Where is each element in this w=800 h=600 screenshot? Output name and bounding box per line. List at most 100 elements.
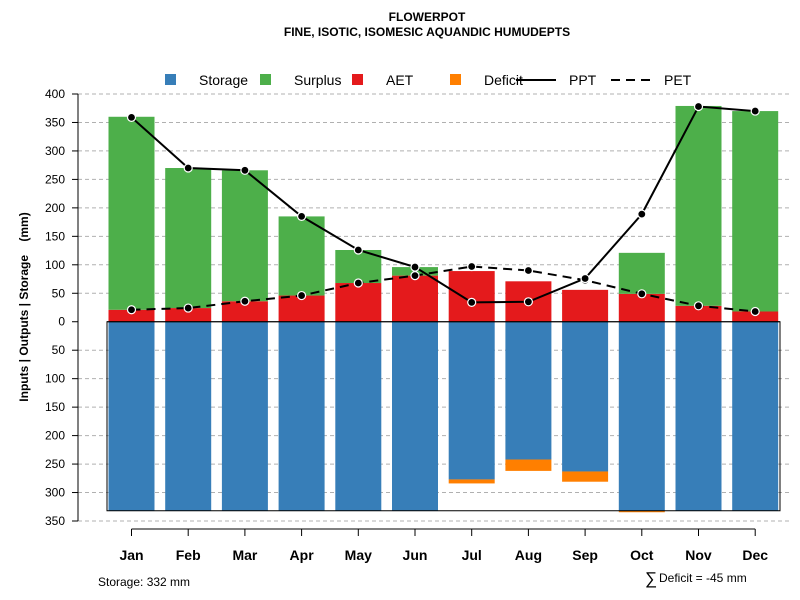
ppt-point-apr (297, 211, 307, 222)
y-tick-label: 100 (45, 372, 65, 386)
legend-swatch-storage (165, 74, 176, 85)
storage-bar-oct (618, 321, 665, 511)
pet-point-feb (183, 303, 193, 313)
ppt-point-jun (410, 262, 420, 272)
legend-label-storage: Storage (199, 72, 248, 88)
ppt-point-nov (693, 101, 704, 112)
pet-point-apr (297, 290, 307, 301)
surplus-bar-oct (618, 252, 665, 294)
surplus-bar-apr (278, 216, 325, 296)
pet-point-jan (126, 305, 137, 315)
y-tick-label: 300 (45, 486, 65, 500)
deficit-bar-oct (618, 510, 665, 513)
storage-bar-feb (165, 321, 212, 511)
storage-bar-mar (221, 321, 268, 511)
y-tick-label: 50 (52, 286, 66, 300)
y-tick-label: 100 (45, 258, 65, 272)
ppt-point-feb (183, 163, 193, 173)
storage-bar-jul (448, 321, 495, 480)
bars (106, 105, 781, 513)
ppt-point-jan (126, 112, 137, 122)
ppt-point-dec (750, 106, 760, 116)
surplus-bar-nov (675, 105, 722, 306)
aet-bar-dec (732, 311, 779, 322)
legend-label-aet: AET (386, 72, 414, 88)
x-tick-label: Aug (515, 547, 542, 563)
aet-bar-sep (562, 289, 609, 322)
legend: Storage Surplus AET Deficit PPT PET (165, 72, 692, 88)
ppt-point-mar (240, 165, 250, 175)
storage-bar-dec (732, 321, 779, 511)
y-tick-label: 150 (45, 229, 65, 243)
surplus-bar-feb (165, 168, 212, 309)
series-lines (126, 101, 760, 317)
y-tick-label: 250 (45, 172, 65, 186)
legend-label-ppt: PPT (569, 72, 597, 88)
ppt-point-oct (637, 209, 647, 219)
x-tick-label: Feb (176, 547, 201, 563)
legend-label-deficit: Deficit (484, 72, 523, 88)
x-tick-label: May (345, 547, 372, 563)
aet-bar-may (335, 283, 382, 322)
aet-bar-mar (221, 301, 268, 322)
y-tick-label: 200 (45, 429, 65, 443)
pet-point-mar (240, 296, 250, 306)
y-axis: 400 350 300 250 200 150 100 50 0 50 100 150 200 250 30… (45, 87, 79, 528)
pet-point-oct (637, 289, 647, 299)
x-tick-label: Oct (630, 547, 654, 563)
legend-swatch-deficit (450, 74, 461, 85)
pet-point-dec (750, 306, 760, 317)
aet-bar-jul (448, 271, 495, 322)
storage-annotation: Storage: 332 mm (98, 575, 190, 589)
ppt-point-may (353, 245, 363, 255)
pet-line (131, 265, 756, 313)
ppt-point-aug (523, 297, 534, 307)
storage-bar-apr (278, 321, 325, 511)
storage-bar-sep (562, 321, 609, 472)
y-tick-label: 400 (45, 87, 65, 101)
aet-bar-nov (675, 305, 722, 322)
legend-swatch-aet (352, 74, 363, 85)
aet-bar-jan (108, 309, 155, 322)
y-tick-label: 50 (52, 343, 66, 357)
chart-title: FLOWERPOT (389, 10, 466, 24)
pet-point-may (353, 278, 363, 288)
surplus-bar-mar (221, 170, 268, 302)
legend-label-pet: PET (664, 72, 692, 88)
storage-bar-jan (108, 321, 155, 511)
y-tick-label: 350 (45, 514, 65, 528)
x-tick-label: Mar (232, 547, 257, 563)
deficit-bar-sep (562, 471, 609, 482)
x-tick-label: Jul (462, 547, 482, 563)
x-axis: Jan Feb Mar Apr May Jun Jul Aug Sep Oct Nov Dec (119, 528, 768, 563)
y-tick-label: 300 (45, 144, 65, 158)
pet-point-jun (410, 271, 420, 281)
aet-bar-jun (392, 275, 438, 322)
surplus-bar-dec (732, 111, 779, 312)
x-tick-label: Apr (290, 547, 315, 563)
pet-point-aug (523, 265, 534, 276)
deficit-bar-jul (448, 479, 495, 484)
y-tick-label: 150 (45, 400, 65, 414)
aet-bar-oct (618, 293, 665, 322)
legend-swatch-surplus (260, 74, 271, 85)
y-tick-label: 0 (58, 315, 65, 329)
surplus-bar-jan (108, 116, 155, 310)
storage-bar-nov (675, 321, 722, 511)
x-tick-label: Jan (119, 547, 143, 563)
aet-bar-feb (165, 308, 212, 322)
x-tick-label: Sep (572, 547, 598, 563)
deficit-annotation: Deficit = -45 mm (659, 571, 747, 585)
y-tick-label: 200 (45, 201, 65, 215)
legend-label-surplus: Surplus (294, 72, 341, 88)
ppt-point-jul (467, 297, 477, 307)
ppt-line (130, 105, 756, 304)
pet-point-jul (467, 261, 477, 272)
y-axis-label: Inputs | Outputs | Storage (mm) (17, 212, 31, 401)
storage-bar-may (335, 321, 382, 511)
x-tick-label: Jun (403, 547, 428, 563)
deficit-bar-aug (505, 459, 552, 471)
storage-bar-aug (505, 321, 552, 460)
ppt-point-sep (580, 273, 590, 284)
